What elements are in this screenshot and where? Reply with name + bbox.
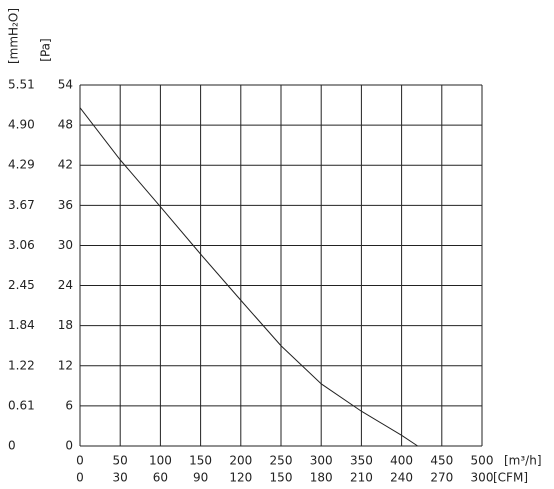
x-tick-label: 450 (430, 454, 453, 468)
y2-tick-label: 5.51 (8, 78, 35, 92)
y2-tick-label: 3.06 (8, 238, 35, 252)
y-tick-label: 12 (58, 358, 73, 372)
x-tick-label: 400 (390, 454, 413, 468)
y2-tick-label: 4.90 (8, 117, 35, 131)
x2-tick-label: 30 (113, 471, 128, 485)
y2-unit: [mmH₂O] (7, 8, 21, 64)
y-tick-label: 42 (58, 158, 73, 172)
x2-unit: [CFM] (493, 471, 528, 485)
y2-tick-label: 1.22 (8, 359, 35, 373)
x-tick-label: 50 (113, 454, 128, 468)
y-unit: [Pa] (39, 38, 53, 61)
x-tick-label: 300 (310, 454, 333, 468)
curve (79, 107, 418, 447)
x-tick-label: 500 (471, 454, 494, 468)
x-tick-label: 150 (189, 454, 212, 468)
y-tick-label: 48 (58, 118, 73, 132)
x2-tick-label: 210 (350, 471, 373, 485)
x2-tick-label: 180 (310, 471, 333, 485)
y-tick-label: 30 (58, 238, 73, 252)
y2-tick-label: 4.29 (8, 157, 35, 171)
y2-tick-label: 0 (8, 439, 16, 453)
y-tick-label: 36 (58, 198, 73, 212)
x-tick-label: 100 (149, 454, 172, 468)
x-tick-label: 0 (76, 454, 84, 468)
x2-tick-label: 120 (229, 471, 252, 485)
x2-tick-label: 0 (76, 471, 84, 485)
x-unit: [m³/h] (504, 454, 542, 468)
y-tick-label: 6 (65, 398, 73, 412)
x2-tick-label: 270 (430, 471, 453, 485)
y2-tick-label: 2.45 (8, 278, 35, 292)
x2-tick-label: 60 (153, 471, 168, 485)
x2-tick-label: 90 (193, 471, 208, 485)
y-tick-label: 0 (65, 439, 73, 453)
x2-tick-label: 150 (270, 471, 293, 485)
y2-tick-label: 0.61 (8, 399, 35, 413)
x-tick-label: 250 (270, 454, 293, 468)
y-tick-label: 18 (58, 318, 73, 332)
y2-tick-label: 1.84 (8, 318, 35, 332)
x2-tick-label: 300 (471, 471, 494, 485)
y2-tick-label: 3.67 (8, 198, 35, 212)
y-tick-label: 24 (58, 278, 73, 292)
x2-tick-label: 240 (390, 471, 413, 485)
y-tick-label: 54 (58, 78, 73, 92)
x-tick-label: 350 (350, 454, 373, 468)
x-tick-label: 200 (229, 454, 252, 468)
